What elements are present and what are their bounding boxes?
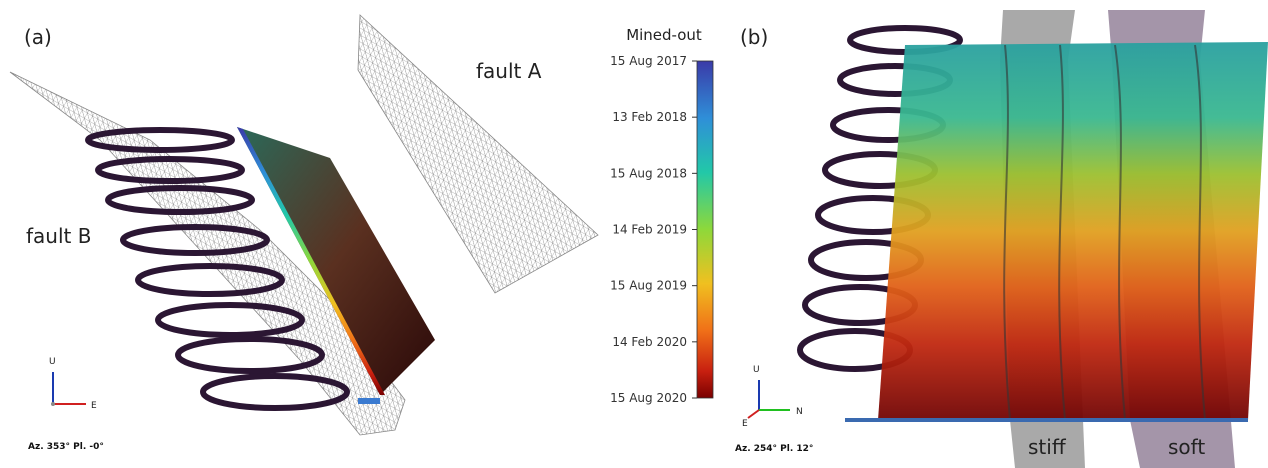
axis-label: U	[49, 357, 56, 367]
zone-label: soft	[1168, 435, 1205, 459]
colorbar-tick-label: 13 Feb 2018	[612, 110, 687, 124]
axis-triad	[748, 380, 790, 418]
colorbar-tick-label: 15 Aug 2017	[610, 54, 687, 68]
zone-label: stiff	[1028, 435, 1067, 459]
axis-label: E	[742, 419, 748, 429]
fault-a-mesh	[358, 15, 598, 293]
colorbar-title: Mined-out	[626, 26, 702, 44]
figure: (a) fault A fault B U E Az. 353° Pl. -0°…	[0, 0, 1268, 468]
colorbar-tick-label: 15 Aug 2018	[610, 166, 687, 180]
colorbar-tick-label: 14 Feb 2020	[612, 335, 687, 349]
axis-label: N	[796, 407, 803, 417]
orientation: Az. 254° Pl. 12°	[735, 444, 813, 454]
panel-label: (a)	[24, 25, 52, 49]
colorbar	[697, 61, 713, 398]
axis-label: U	[753, 365, 760, 375]
panel-label: (b)	[740, 25, 768, 49]
colorbar-tick-label: 15 Aug 2019	[610, 279, 687, 293]
colorbar-tick-label: 14 Feb 2019	[612, 223, 687, 237]
colorbar-tick-label: 15 Aug 2020	[610, 391, 687, 405]
axis-triad	[51, 372, 86, 406]
shaft	[358, 398, 380, 404]
orientation: Az. 353° Pl. -0°	[28, 442, 104, 452]
fault-label: fault B	[26, 224, 91, 248]
mined-plate	[878, 42, 1268, 420]
axis-label: E	[91, 401, 97, 411]
fault-label: fault A	[476, 59, 542, 83]
